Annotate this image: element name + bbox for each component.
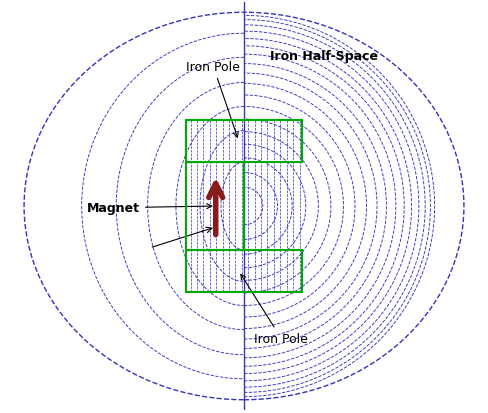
Text: Magnet: Magnet	[87, 202, 212, 215]
Text: Iron Half-Space: Iron Half-Space	[270, 50, 378, 63]
Text: Iron Pole: Iron Pole	[241, 275, 308, 345]
Bar	[186, 121, 302, 163]
Bar	[186, 250, 302, 292]
Bar	[186, 163, 244, 250]
Text: Iron Pole: Iron Pole	[186, 61, 240, 138]
